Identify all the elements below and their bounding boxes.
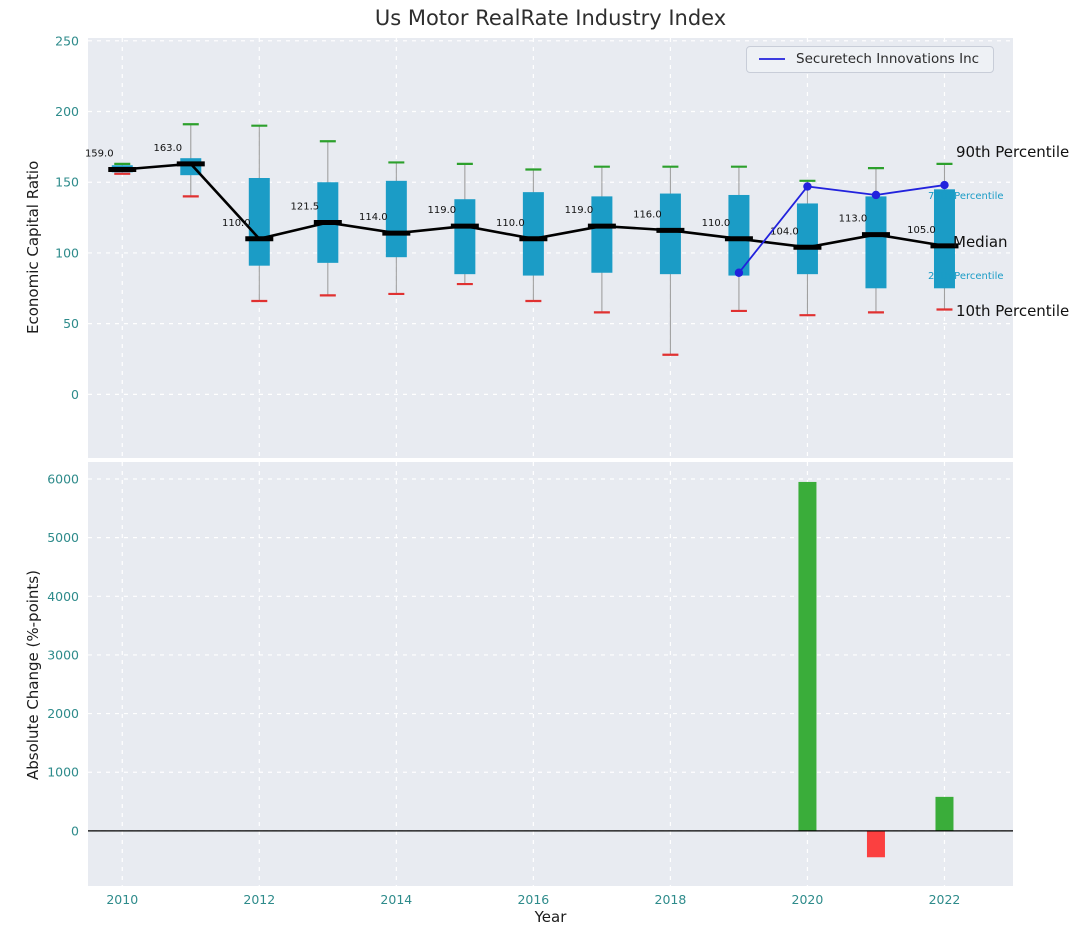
top-panel-ytick-label: 150 (55, 175, 79, 190)
top-panel-ytick-label: 100 (55, 245, 79, 260)
iqr-box (522, 192, 544, 276)
annotation-median: Median (953, 233, 1008, 251)
iqr-box (385, 180, 407, 258)
top-panel-ytick-label: 50 (63, 316, 79, 331)
median-value-label: 113.0 (839, 214, 868, 225)
y-axis-label-top: Economic Capital Ratio (24, 160, 42, 334)
bottom-panel-ytick-label: 3000 (47, 647, 79, 662)
median-value-label: 163.0 (153, 143, 182, 154)
annotation-25th-percentile: 25th Percentile (928, 271, 1004, 282)
top-panel-ytick-label: 250 (55, 33, 79, 48)
iqr-box (248, 178, 270, 266)
median-value-label: 110.0 (222, 218, 251, 229)
median-value-label: 110.0 (702, 218, 731, 229)
bottom-panel-ytick-label: 2000 (47, 706, 79, 721)
bottom-panel-ytick-label: 5000 (47, 530, 79, 545)
median-value-label: 116.0 (633, 209, 662, 220)
top-panel-background (88, 38, 1013, 458)
median-value-label: 104.0 (770, 226, 799, 237)
median-value-label: 121.5 (290, 202, 319, 213)
chart-title: Us Motor RealRate Industry Index (374, 6, 727, 30)
top-panel-ytick-label: 200 (55, 104, 79, 119)
x-tick-label: 2020 (792, 892, 824, 907)
legend-line-icon (759, 58, 785, 60)
annotation-90th-percentile: 90th Percentile (956, 143, 1070, 161)
median-value-label: 105.0 (907, 225, 936, 236)
iqr-box (591, 196, 613, 273)
legend: Securetech Innovations Inc (746, 46, 995, 73)
median-value-label: 110.0 (496, 218, 525, 229)
x-tick-label: 2012 (243, 892, 275, 907)
bottom-panel-ytick-label: 0 (71, 823, 79, 838)
iqr-box (865, 196, 887, 289)
company-point (871, 190, 881, 200)
change-bar (798, 481, 817, 831)
annotation-75th-percentile: 75th Percentile (928, 191, 1004, 202)
x-tick-label: 2016 (517, 892, 549, 907)
company-point (734, 268, 744, 277)
company-point (803, 182, 812, 191)
x-tick-label: 2014 (380, 892, 412, 907)
x-axis-label: Year (534, 908, 567, 926)
company-point (940, 180, 949, 190)
bottom-panel-ytick-label: 1000 (47, 765, 79, 780)
bottom-panel-background (88, 462, 1013, 886)
x-tick-label: 2010 (106, 892, 138, 907)
iqr-box (933, 189, 955, 289)
iqr-box (659, 193, 681, 275)
legend-label: Securetech Innovations Inc (796, 51, 980, 67)
iqr-box (728, 194, 750, 276)
median-value-label: 119.0 (428, 205, 457, 216)
change-bar (866, 830, 885, 858)
annotation-10th-percentile: 10th Percentile (956, 302, 1070, 320)
company-line (738, 184, 945, 274)
bottom-panel-ytick-label: 6000 (47, 472, 79, 487)
median-value-label: 114.0 (359, 212, 388, 223)
y-axis-label-bottom: Absolute Change (%-points) (24, 570, 42, 780)
x-tick-label: 2018 (655, 892, 687, 907)
median-value-label: 159.0 (85, 149, 114, 160)
bottom-panel-ytick-label: 4000 (47, 589, 79, 604)
iqr-box (454, 199, 476, 275)
median-value-label: 119.0 (565, 205, 594, 216)
x-tick-label: 2022 (929, 892, 961, 907)
top-panel-ytick-label: 0 (71, 387, 79, 402)
iqr-box (796, 203, 818, 275)
change-bar (935, 796, 954, 831)
